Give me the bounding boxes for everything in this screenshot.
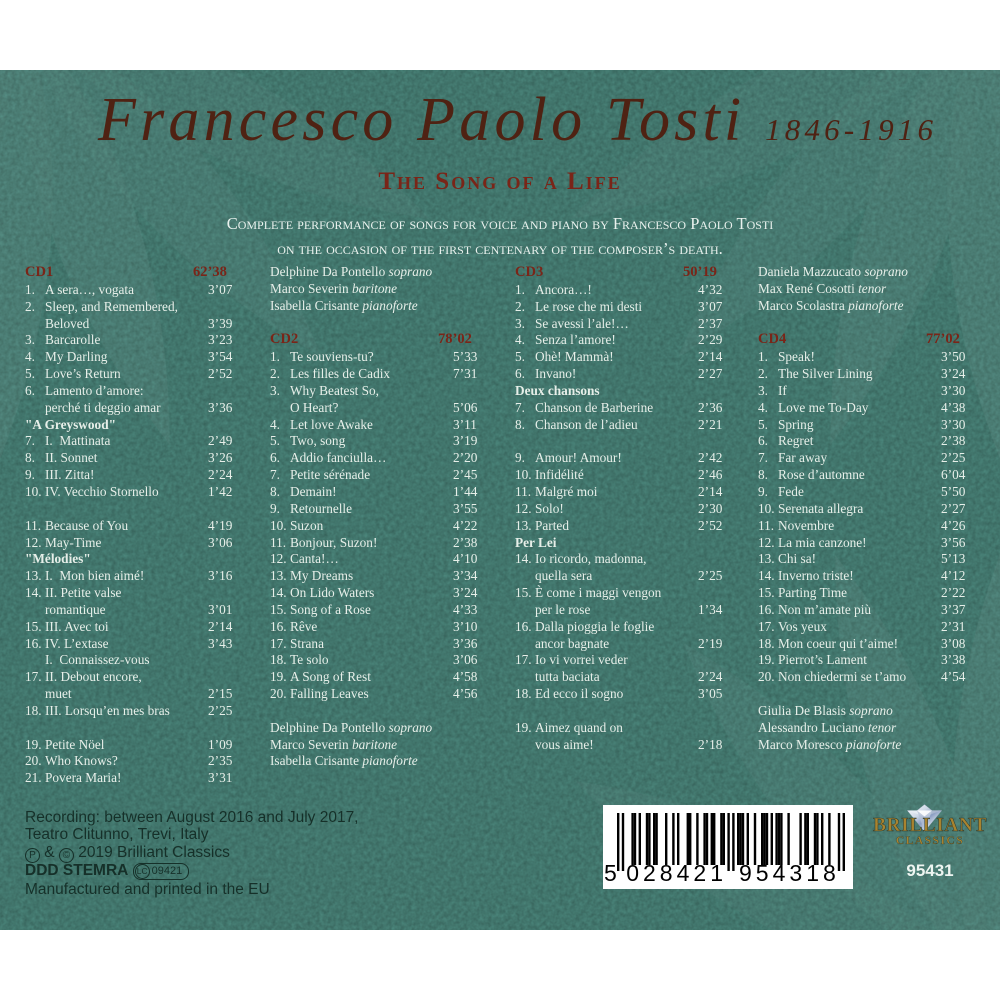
- svg-text:3: 3: [789, 860, 802, 886]
- svg-text:5: 5: [604, 860, 617, 886]
- svg-text:8: 8: [823, 860, 836, 886]
- svg-text:8: 8: [660, 860, 673, 886]
- svg-text:0: 0: [626, 860, 639, 886]
- svg-text:5: 5: [756, 860, 769, 886]
- svg-text:4: 4: [677, 860, 690, 886]
- svg-text:1: 1: [710, 860, 723, 886]
- svg-text:2: 2: [643, 860, 656, 886]
- svg-text:1: 1: [806, 860, 819, 886]
- svg-text:9: 9: [739, 860, 752, 886]
- svg-text:2: 2: [693, 860, 706, 886]
- svg-text:4: 4: [773, 860, 786, 886]
